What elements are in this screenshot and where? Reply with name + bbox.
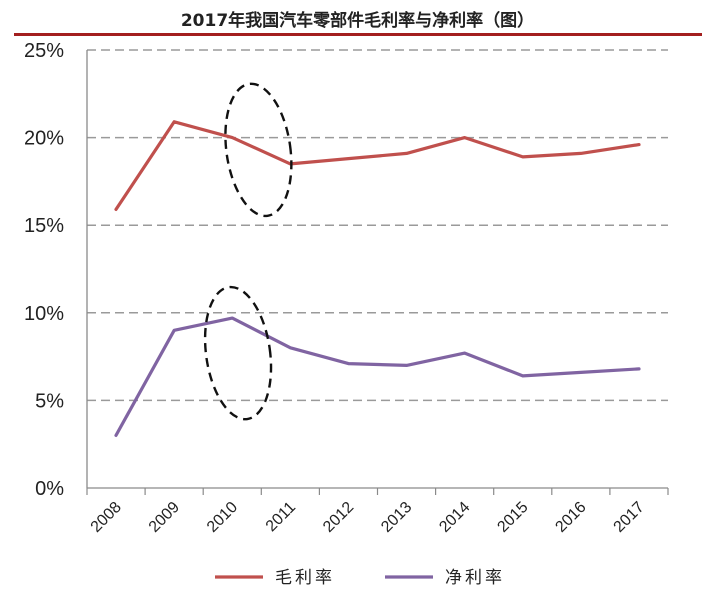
x-tick-label: 2008	[88, 499, 125, 536]
axes	[86, 50, 669, 495]
annotation-ellipse-1	[224, 82, 293, 218]
series-line-1	[114, 120, 641, 211]
y-tick-label: 20%	[24, 128, 64, 150]
x-tick-label: 2011	[263, 499, 299, 535]
y-tick-label: 15%	[24, 215, 64, 237]
x-tick-label: 2014	[436, 499, 473, 536]
x-tick-label: 2009	[146, 499, 183, 536]
x-tick-label: 2015	[494, 499, 531, 536]
legend: 毛利率 净利率	[215, 568, 505, 588]
annotations	[203, 82, 293, 421]
grid-lines	[87, 49, 668, 402]
y-tick-label: 0%	[35, 478, 64, 500]
y-tick-labels: 0% 5% 10% 15% 20% 25%	[24, 40, 64, 500]
series-line-2	[114, 316, 641, 437]
y-tick-label: 10%	[24, 303, 64, 325]
x-tick-label: 2012	[320, 499, 357, 536]
annotation-ellipse-2	[203, 285, 273, 421]
title-divider	[14, 33, 702, 36]
series-lines	[114, 120, 641, 437]
legend-label-1: 毛利率	[275, 568, 335, 588]
y-tick-label: 5%	[35, 390, 64, 412]
x-tick-label: 2017	[611, 499, 648, 536]
chart-title: 2017年我国汽车零部件毛利率与净利率（图）	[180, 11, 535, 31]
x-tick-labels: 2008 2009 2010 2011 2012 2013 2014 2015 2016 2017	[88, 499, 648, 536]
x-tick-label: 2010	[204, 499, 241, 536]
y-tick-label: 25%	[24, 40, 64, 62]
x-tick-label: 2016	[552, 499, 589, 536]
x-tick-label: 2013	[378, 499, 415, 536]
legend-label-2: 净利率	[445, 568, 505, 588]
